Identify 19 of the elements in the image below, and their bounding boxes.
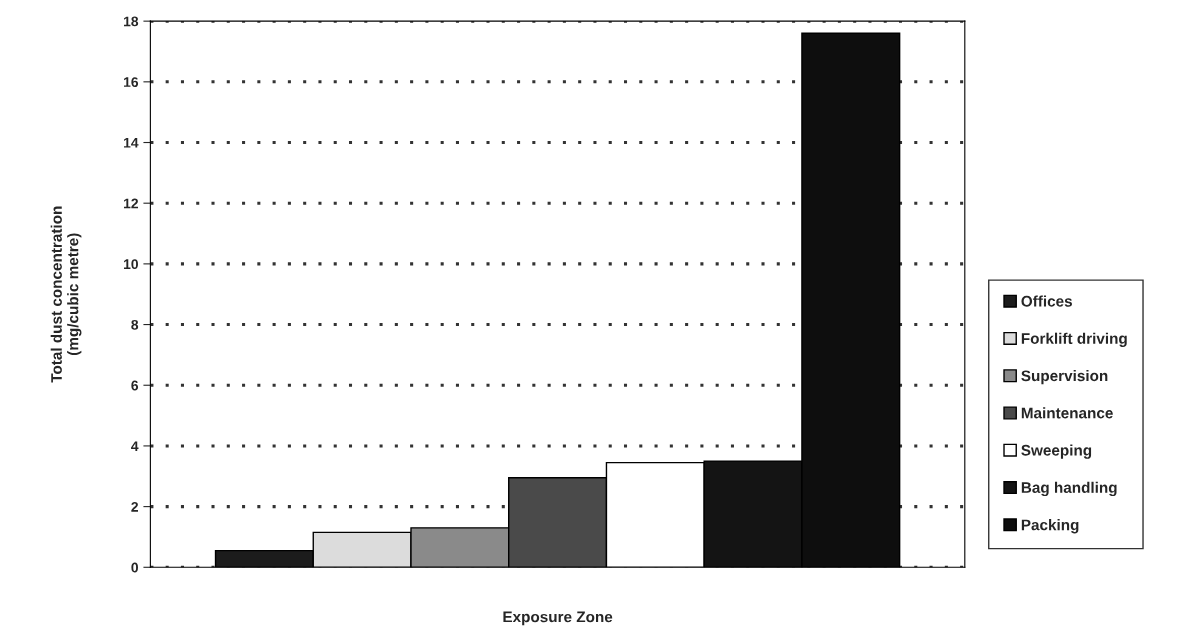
y-tick-label: 2 bbox=[131, 501, 139, 512]
legend-label: Forklift driving bbox=[1021, 332, 1127, 347]
y-tick-label: 12 bbox=[124, 198, 139, 209]
y-tick-label: 16 bbox=[124, 77, 139, 87]
legend-label: Offices bbox=[1021, 295, 1072, 307]
y-tick-label: 8 bbox=[131, 319, 139, 330]
y-tick-label: 10 bbox=[124, 259, 138, 270]
y-tick-label: 6 bbox=[131, 380, 139, 391]
y-tick-label: 0 bbox=[131, 562, 138, 573]
y-axis-title: Total dust concentration (mg/cubic metre) bbox=[50, 206, 82, 383]
legend-label: Maintenance bbox=[1021, 407, 1113, 419]
y-tick-label: 14 bbox=[124, 137, 139, 148]
legend-label: Sweeping bbox=[1021, 444, 1092, 459]
y-tick-label: 4 bbox=[131, 441, 139, 451]
x-axis-title: Exposure Zone bbox=[503, 611, 613, 626]
legend-label: Packing bbox=[1021, 519, 1079, 534]
legend-label: Supervision bbox=[1021, 369, 1108, 385]
legend-label: Bag handling bbox=[1021, 481, 1117, 497]
y-tick-label: 18 bbox=[124, 16, 139, 27]
